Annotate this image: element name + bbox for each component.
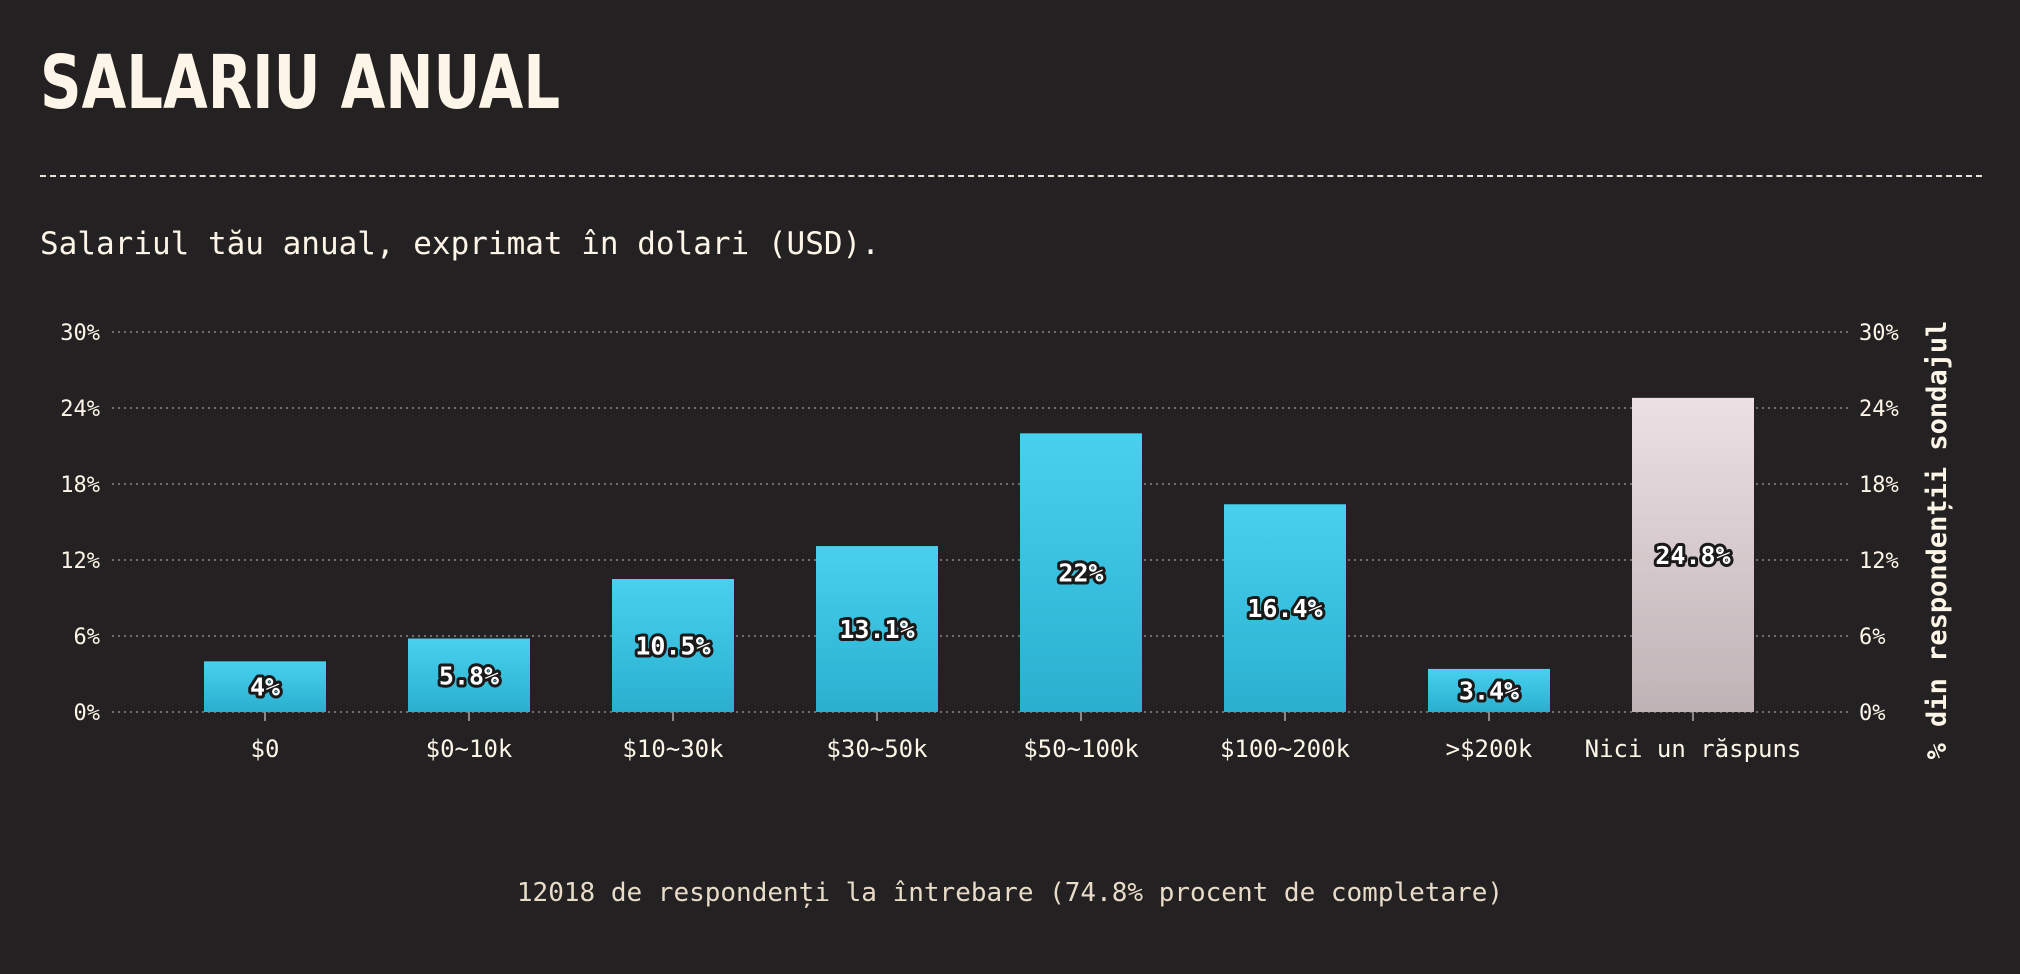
y-tick-label-left: 24% xyxy=(60,397,100,422)
y-tick-label-right: 6% xyxy=(1859,625,1886,650)
bar xyxy=(816,546,938,712)
x-tick-label: Nici un răspuns xyxy=(1585,735,1802,763)
y-tick-label-right: 24% xyxy=(1859,397,1899,422)
bar xyxy=(1632,397,1754,712)
y-tick-label-left: 6% xyxy=(74,625,101,650)
bar-value-label: 16.4% xyxy=(1247,594,1322,623)
bar xyxy=(1224,504,1346,712)
y-tick-label-right: 0% xyxy=(1859,701,1886,726)
bar xyxy=(612,579,734,712)
x-tick-label: $50~100k xyxy=(1023,735,1139,763)
respondents-footnote: 12018 de respondenți la întrebare (74.8%… xyxy=(516,878,1504,908)
question-text: Salariul tău anual, exprimat în dolari (… xyxy=(40,226,880,262)
y-axis-right: 0% 6% 12% 18% 24% 30% xyxy=(1859,321,1899,726)
y-tick-label-right: 30% xyxy=(1859,321,1899,346)
x-tick-label: $100~200k xyxy=(1220,735,1351,763)
gridlines xyxy=(112,331,1852,713)
y-axis-right-title: % din respondenții sondajul xyxy=(1922,321,1953,760)
bar-value-label: 24.8% xyxy=(1655,541,1730,570)
bar xyxy=(1020,433,1142,712)
bar-value-label: 13.1% xyxy=(839,615,914,644)
y-tick-label-left: 30% xyxy=(60,321,100,346)
x-axis: $0 $0~10k $10~30k $30~50k $50~100k $100~200k >… xyxy=(251,712,1802,763)
bar-value-labels: 4% 5.8% 10.5% 13.1% 22% 16.4% 3.4% 24.8% xyxy=(247,538,1734,709)
bar-value-label: 3.4% xyxy=(1459,676,1519,705)
x-tick-label: $10~30k xyxy=(622,735,724,763)
y-tick-label-left: 18% xyxy=(60,473,100,498)
bar xyxy=(408,638,530,712)
bar-value-label: 10.5% xyxy=(635,632,710,661)
x-tick-label: $30~50k xyxy=(826,735,928,763)
bar-value-label: 5.8% xyxy=(439,661,499,690)
x-tick-label: $0~10k xyxy=(426,735,513,763)
x-tick-label: >$200k xyxy=(1446,735,1533,763)
bar xyxy=(1428,668,1550,712)
salary-bar-chart: 0% 6% 12% 18% 24% 30% 0% 6% 12% 18% 24% 30% $0 $0~1… xyxy=(60,321,1953,763)
y-tick-label-right: 18% xyxy=(1859,473,1899,498)
bar-value-label: 22% xyxy=(1058,559,1103,588)
y-tick-label-left: 0% xyxy=(74,701,101,726)
bar xyxy=(204,661,326,712)
y-tick-label-left: 12% xyxy=(60,549,100,574)
y-axis-left: 0% 6% 12% 18% 24% 30% xyxy=(60,321,100,726)
bars xyxy=(204,397,1754,712)
title-divider xyxy=(40,175,1982,177)
bar-value-label: 4% xyxy=(250,673,280,702)
x-tick-label: $0 xyxy=(251,735,280,763)
chart-title: SALARIU ANUAL xyxy=(40,40,561,126)
y-tick-label-right: 12% xyxy=(1859,549,1899,574)
